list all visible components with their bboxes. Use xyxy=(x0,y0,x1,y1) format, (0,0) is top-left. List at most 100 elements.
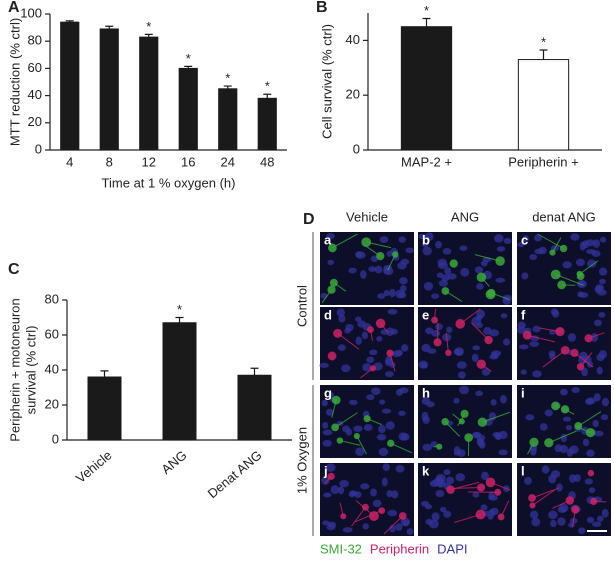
nucleus xyxy=(376,335,383,342)
cell-body xyxy=(327,285,336,294)
nucleus xyxy=(386,490,393,498)
bar xyxy=(87,376,122,441)
nucleus xyxy=(592,419,599,428)
nucleus xyxy=(534,234,542,242)
x-tick-label: ANG xyxy=(158,447,189,477)
panel-label: C xyxy=(8,261,20,278)
nucleus xyxy=(418,233,427,240)
error-bar xyxy=(422,17,431,27)
neurite xyxy=(453,486,482,489)
nucleus xyxy=(529,510,539,519)
nucleus xyxy=(475,390,484,397)
y-tick-label: 0 xyxy=(353,141,360,156)
nucleus xyxy=(445,476,455,485)
nucleus xyxy=(398,410,406,416)
nucleus xyxy=(423,281,434,291)
nucleus xyxy=(435,489,445,498)
nucleus xyxy=(339,479,349,488)
cell-body xyxy=(551,401,560,411)
cell-body xyxy=(495,256,505,266)
nucleus xyxy=(327,391,335,400)
nucleus xyxy=(498,449,508,456)
x-tick-label: MAP-2 + xyxy=(401,154,452,169)
neurite xyxy=(445,332,449,353)
nucleus xyxy=(436,272,444,278)
cell-body xyxy=(392,251,399,258)
nucleus xyxy=(524,476,532,485)
nucleus xyxy=(389,288,396,298)
nucleus xyxy=(476,282,484,290)
cell-body xyxy=(576,272,585,281)
cell-body xyxy=(333,328,343,338)
nucleus xyxy=(325,463,336,472)
nucleus xyxy=(532,370,542,378)
panel-label: D xyxy=(303,211,315,228)
nucleus xyxy=(503,237,512,245)
nucleus xyxy=(372,499,382,508)
y-axis-label: Cell survival (% ctrl) xyxy=(319,24,334,139)
nucleus xyxy=(425,327,434,335)
cell-body xyxy=(387,439,395,447)
x-tick-label: 12 xyxy=(142,154,156,169)
nucleus xyxy=(593,393,601,402)
nucleus xyxy=(439,506,447,513)
x-axis-label: Time at 1 % oxygen (h) xyxy=(102,175,236,190)
nucleus xyxy=(571,387,580,394)
error-bar xyxy=(539,49,548,60)
x-tick-label: 48 xyxy=(260,154,274,169)
cell-body xyxy=(458,418,465,425)
cell-body xyxy=(549,249,556,256)
micrograph: j xyxy=(320,463,414,536)
x-tick-label: Denat ANG xyxy=(205,447,265,501)
nucleus xyxy=(336,308,345,317)
cell-body xyxy=(441,287,450,295)
nucleus xyxy=(377,293,386,299)
nucleus xyxy=(395,349,403,357)
cell-body xyxy=(476,272,487,283)
nucleus xyxy=(456,361,467,369)
nucleus xyxy=(323,492,332,498)
nucleus xyxy=(385,421,395,430)
nucleus xyxy=(399,277,408,285)
cell-body xyxy=(386,349,394,357)
neurite xyxy=(578,411,602,427)
cell-body xyxy=(446,485,455,494)
y-tick-label: 60 xyxy=(45,326,59,341)
y-tick-label: 0 xyxy=(35,141,42,156)
tile-letter: k xyxy=(422,463,430,478)
error-bar xyxy=(65,20,74,23)
nucleus xyxy=(601,508,609,518)
bar xyxy=(218,88,238,151)
cell-body xyxy=(378,507,386,514)
nucleus xyxy=(494,234,504,243)
cell-body xyxy=(431,316,439,324)
nucleus xyxy=(441,274,450,282)
y-tick-label: 80 xyxy=(45,291,59,306)
tile-letter: j xyxy=(323,463,328,478)
error-bar xyxy=(250,367,259,376)
nucleus xyxy=(458,371,466,379)
tile-letter: b xyxy=(422,232,430,247)
error-bar xyxy=(144,33,153,38)
error-bar xyxy=(100,370,109,377)
cell-body xyxy=(485,289,496,300)
nucleus xyxy=(596,366,603,375)
bar xyxy=(237,374,272,441)
nucleus xyxy=(573,474,581,482)
significance-marker: * xyxy=(541,34,546,49)
micrograph: e xyxy=(418,307,512,380)
nucleus xyxy=(431,512,440,521)
nucleus xyxy=(383,290,390,297)
nucleus xyxy=(406,528,414,535)
nucleus xyxy=(544,409,553,417)
nucleus xyxy=(405,247,414,254)
tile-letter: h xyxy=(422,385,430,400)
cell-body xyxy=(497,513,505,521)
legend-entry: DAPI xyxy=(437,541,467,556)
cell-body xyxy=(585,428,596,438)
nucleus xyxy=(549,353,556,360)
micrograph: i xyxy=(517,385,611,458)
significance-marker: * xyxy=(225,71,230,86)
nucleus xyxy=(489,329,500,337)
nucleus xyxy=(495,277,506,283)
